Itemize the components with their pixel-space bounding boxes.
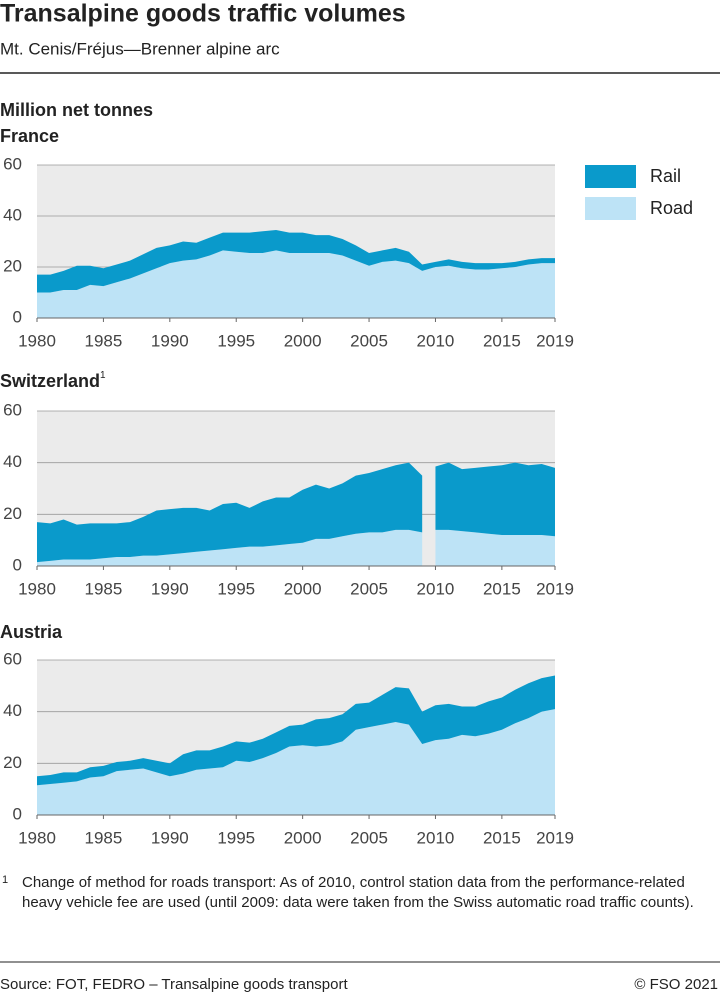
y-tick-label: 0 bbox=[13, 555, 22, 574]
x-tick-label: 1995 bbox=[217, 579, 255, 598]
area-rail bbox=[37, 230, 555, 293]
x-tick-label: 2005 bbox=[350, 828, 388, 847]
legend-swatch bbox=[585, 197, 636, 220]
legend-label: Rail bbox=[650, 166, 681, 186]
chart-title: Austria bbox=[0, 622, 63, 642]
x-tick-label: 2019 bbox=[536, 331, 574, 350]
y-tick-label: 40 bbox=[3, 701, 22, 720]
footnote-ref: 1 bbox=[100, 370, 106, 381]
y-tick-label: 60 bbox=[3, 649, 22, 668]
chart-title-text: Austria bbox=[0, 622, 63, 642]
y-tick-label: 40 bbox=[3, 205, 22, 224]
x-tick-label: 1990 bbox=[151, 331, 189, 350]
x-tick-label: 2015 bbox=[483, 331, 521, 350]
y-tick-label: 20 bbox=[3, 256, 22, 275]
x-tick-label: 2010 bbox=[417, 331, 455, 350]
y-tick-label: 40 bbox=[3, 452, 22, 471]
x-tick-label: 2000 bbox=[284, 331, 322, 350]
x-tick-label: 1995 bbox=[217, 331, 255, 350]
chart-title: France bbox=[0, 126, 59, 146]
x-tick-label: 1995 bbox=[217, 828, 255, 847]
x-tick-label: 1985 bbox=[84, 331, 122, 350]
chart-title-text: France bbox=[0, 126, 59, 146]
source: Source: FOT, FEDRO – Transalpine goods t… bbox=[0, 976, 348, 993]
y-tick-label: 60 bbox=[3, 400, 22, 419]
y-tick-label: 0 bbox=[13, 307, 22, 326]
area-road bbox=[37, 250, 555, 318]
x-tick-label: 1985 bbox=[84, 579, 122, 598]
subtitle: Mt. Cenis/Fréjus—Brenner alpine arc bbox=[0, 39, 280, 58]
chart-title-text: Switzerland bbox=[0, 371, 100, 391]
y-tick-label: 20 bbox=[3, 753, 22, 772]
area-road bbox=[37, 529, 555, 566]
x-tick-label: 2000 bbox=[284, 828, 322, 847]
x-tick-label: 1990 bbox=[151, 828, 189, 847]
x-tick-label: 2019 bbox=[536, 828, 574, 847]
x-tick-label: 2005 bbox=[350, 331, 388, 350]
x-tick-label: 2000 bbox=[284, 579, 322, 598]
y-tick-label: 0 bbox=[13, 804, 22, 823]
x-tick-label: 1980 bbox=[18, 828, 56, 847]
footnote: Change of method for roads transport: As… bbox=[22, 874, 694, 911]
x-tick-label: 1985 bbox=[84, 828, 122, 847]
y-tick-label: 20 bbox=[3, 504, 22, 523]
x-tick-label: 1980 bbox=[18, 331, 56, 350]
footnote-mark: 1 bbox=[2, 874, 9, 886]
x-tick-label: 2010 bbox=[417, 579, 455, 598]
title: Transalpine goods traffic volumes bbox=[0, 0, 406, 28]
x-tick-label: 1980 bbox=[18, 579, 56, 598]
area-rail bbox=[37, 462, 555, 563]
x-tick-label: 2010 bbox=[417, 828, 455, 847]
legend-label: Road bbox=[650, 198, 693, 218]
area-road bbox=[37, 709, 555, 815]
chart-title: Switzerland1 bbox=[0, 370, 106, 391]
legend-swatch bbox=[585, 165, 636, 188]
x-tick-label: 2015 bbox=[483, 579, 521, 598]
x-tick-label: 2019 bbox=[536, 579, 574, 598]
area-rail bbox=[37, 675, 555, 786]
unit-label: Million net tonnes bbox=[0, 100, 153, 120]
y-tick-label: 60 bbox=[3, 154, 22, 173]
x-tick-label: 2015 bbox=[483, 828, 521, 847]
credit: © FSO 2021 bbox=[634, 976, 718, 993]
x-tick-label: 2005 bbox=[350, 579, 388, 598]
x-tick-label: 1990 bbox=[151, 579, 189, 598]
